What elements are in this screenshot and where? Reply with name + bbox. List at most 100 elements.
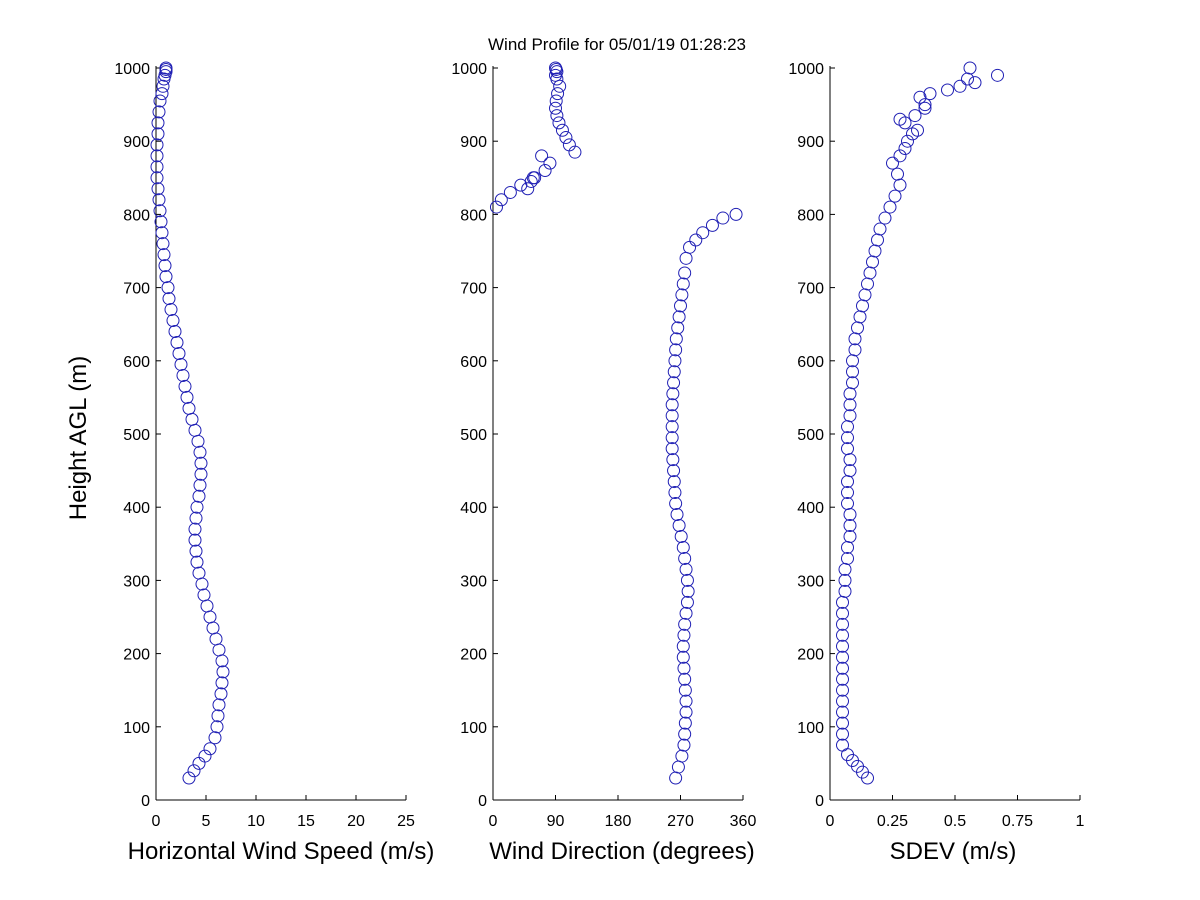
wind-speed-data-point [152, 193, 166, 207]
wind-direction-y-tick-label: 500 [460, 427, 487, 444]
wind-direction-data-point [669, 332, 683, 346]
wind-direction-data-point [679, 606, 693, 620]
sdev-data-point [843, 519, 857, 532]
sdev-data-point [851, 321, 864, 335]
wind-speed-data-point [192, 489, 206, 503]
wind-direction-data-point [670, 508, 684, 522]
sdev-panel: 0 0.25 0.5 0.75 1 0 100 200 300 400 500 600 700 800 90… [788, 61, 1084, 830]
wind-speed-data-point [162, 292, 176, 306]
wind-speed-data-point [166, 314, 180, 328]
sdev-data-point [883, 200, 897, 214]
wind-speed-data-point [211, 709, 225, 723]
wind-speed-data-point [216, 665, 230, 679]
sdev-y-tick-label: 0 [815, 793, 824, 810]
wind-direction-data-point [678, 551, 692, 565]
wind-direction-data-point [559, 131, 573, 145]
wind-speed-data-point [156, 79, 170, 93]
wind-speed-data-point [193, 445, 207, 459]
wind-direction-data-point [671, 321, 685, 335]
sdev-data-point [841, 431, 854, 445]
wind-direction-data-point [665, 420, 679, 434]
wind-speed-data-point [192, 566, 206, 580]
wind-direction-data-point [665, 409, 679, 423]
wind-speed-data-point [206, 621, 220, 635]
wind-direction-data-point [680, 595, 694, 609]
sdev-data-point [913, 90, 927, 104]
figure-title: Wind Profile for 05/01/19 01:28:23 [488, 35, 746, 54]
wind-direction-data-point [550, 109, 564, 123]
sdev-data-point [953, 79, 967, 93]
wind-direction-x-tick-label: 270 [667, 813, 694, 830]
wind-speed-x-tick-label: 20 [347, 813, 365, 830]
y-axis-title: Height AGL (m) [65, 356, 92, 521]
sdev-data-point [968, 76, 982, 90]
wind-speed-data-point [151, 127, 165, 141]
sdev-data-point [836, 716, 849, 730]
wind-speed-data-point [172, 346, 186, 360]
wind-speed-data-point [191, 434, 205, 448]
sdev-data-point [838, 573, 852, 587]
sdev-data-point [871, 233, 884, 247]
wind-speed-data-point [203, 742, 217, 756]
wind-direction-data-point [665, 431, 679, 445]
sdev-data-point [898, 142, 912, 156]
wind-speed-data-point [154, 215, 168, 229]
wind-direction-data-point [672, 310, 686, 324]
wind-direction-data-point [677, 738, 691, 752]
wind-speed-data-point [155, 226, 169, 240]
sdev-data-point [841, 486, 854, 500]
wind-direction-x-tick-label: 90 [547, 813, 565, 830]
wind-speed-data-point [157, 248, 171, 262]
wind-speed-data-point [215, 676, 229, 690]
wind-direction-data-point [668, 354, 682, 368]
wind-direction-data-point [667, 464, 681, 478]
sdev-data-point [991, 68, 1004, 82]
sdev-data-point [846, 365, 859, 379]
sdev-data-point [836, 628, 849, 642]
wind-speed-y-tick-label: 300 [123, 573, 150, 590]
wind-speed-data-point [189, 511, 203, 525]
sdev-data-point [836, 727, 849, 741]
wind-direction-y-tick-label: 600 [460, 354, 487, 371]
wind-speed-data-point [193, 478, 207, 492]
sdev-data-point [873, 222, 887, 236]
wind-direction-data-point [696, 226, 710, 240]
x-axis-title-sdev: SDEV (m/s) [890, 838, 1017, 865]
wind-direction-data-point [677, 661, 691, 675]
wind-speed-data-point [188, 533, 202, 547]
sdev-data-point [848, 343, 862, 357]
sdev-data-point [841, 420, 854, 434]
wind-direction-data-point [729, 207, 743, 221]
wind-direction-data-point [669, 771, 683, 785]
wind-direction-data-point [679, 694, 693, 708]
wind-direction-data-point [669, 497, 683, 511]
wind-speed-data-point [151, 116, 165, 130]
sdev-data-point [841, 551, 854, 565]
wind-speed-data-point [208, 731, 222, 745]
sdev-data-point [843, 387, 857, 401]
sdev-y-tick-label: 100 [797, 720, 824, 737]
wind-direction-data-point [494, 193, 508, 207]
wind-speed-data-point [182, 401, 196, 415]
sdev-data-point [856, 299, 869, 313]
wind-speed-data-point [180, 390, 194, 404]
wind-direction-data-point [549, 101, 562, 115]
wind-direction-data-point [665, 442, 679, 456]
wind-speed-y-tick-label: 900 [123, 134, 150, 151]
wind-direction-data-point [667, 376, 681, 390]
wind-direction-y-tick-label: 400 [460, 500, 487, 517]
wind-speed-y-tick-label: 500 [123, 427, 150, 444]
wind-direction-y-tick-label: 800 [460, 207, 487, 224]
wind-direction-x-tick-label: 180 [605, 813, 632, 830]
wind-direction-y-tick-label: 0 [478, 793, 487, 810]
wind-direction-data-point [675, 288, 689, 302]
wind-direction-data-point [678, 266, 692, 280]
sdev-x-tick-label: 1 [1076, 813, 1085, 830]
sdev-x-tick-label: 0.75 [1002, 813, 1033, 830]
wind-direction-data-point [553, 79, 567, 93]
sdev-data-point [866, 255, 879, 269]
wind-direction-data-point [705, 218, 719, 232]
wind-direction-data-point [667, 365, 681, 379]
sdev-data-point [878, 211, 892, 225]
